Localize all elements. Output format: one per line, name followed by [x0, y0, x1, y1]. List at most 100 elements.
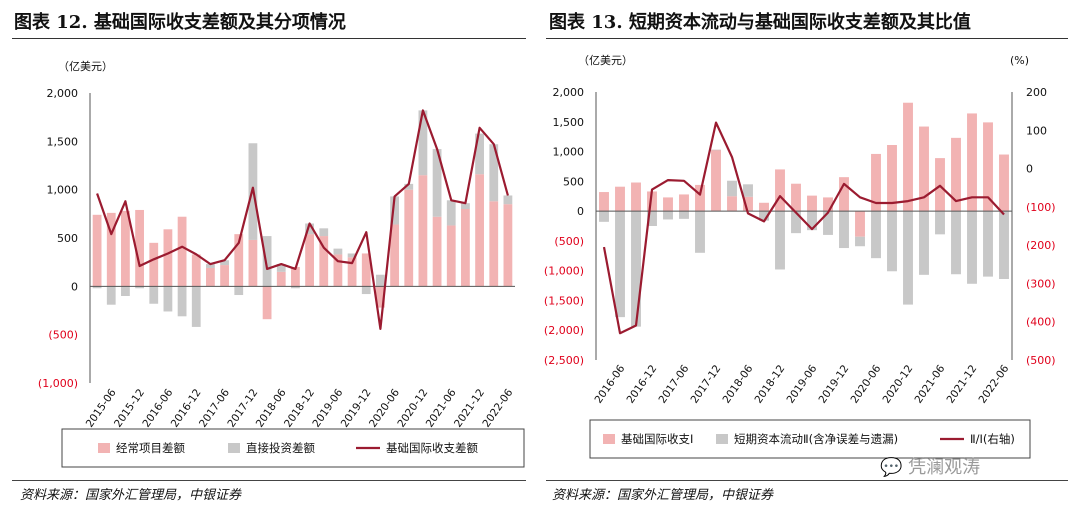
series-line [602, 121, 1005, 335]
bar [347, 257, 357, 287]
bar [446, 225, 456, 287]
bar [191, 286, 201, 327]
bar [871, 153, 881, 212]
x-tick-label: 2020-12 [880, 363, 915, 406]
bar [305, 223, 314, 235]
right-title-rule [546, 38, 1068, 39]
bar [376, 286, 385, 308]
y-axis-unit: （亿美元） [58, 60, 113, 73]
legend-swatch [98, 443, 110, 453]
bar [361, 253, 371, 287]
bar [951, 137, 961, 212]
bar [106, 286, 116, 305]
legend-label: 经常项目差额 [116, 441, 185, 455]
bar [759, 202, 769, 212]
bar [647, 211, 657, 226]
bar [759, 211, 769, 221]
bar [887, 145, 897, 212]
bar [234, 286, 244, 296]
bar [418, 110, 428, 176]
bar [615, 211, 625, 318]
bar [807, 211, 817, 231]
bar [333, 254, 343, 287]
bar [999, 154, 1009, 212]
bar [390, 196, 399, 225]
bar [347, 253, 357, 258]
right-chart: 2,000 1,500 1,000 500 0 (500) (1,000) (1,500) (2… [544, 54, 1056, 459]
bar [727, 180, 737, 197]
bar [711, 149, 721, 212]
bar [404, 189, 414, 287]
right-chart-title: 图表 13. 短期资本流动与基础国际收支差额及其比值 [549, 12, 971, 33]
legend-label: 基础国际收支差额 [386, 441, 478, 455]
legend-box [61, 428, 525, 468]
bar [679, 194, 689, 212]
bar [361, 286, 371, 295]
bar [807, 195, 817, 212]
y-tick-label: 500 [57, 232, 78, 245]
x-tick-label: 2019-12 [816, 363, 851, 406]
bar [695, 184, 705, 212]
bar [262, 286, 272, 320]
bar [489, 201, 499, 287]
bar [149, 286, 159, 304]
y-tick-label: (500) [48, 329, 78, 342]
watermark: 💬 凭澜观涛 [880, 453, 980, 479]
y2-tick-label: (500) [1026, 354, 1056, 367]
bar [903, 102, 913, 212]
bar [220, 265, 229, 287]
bar [404, 183, 414, 190]
bar [262, 236, 272, 287]
x-tick-label: 2017-12 [688, 363, 723, 406]
bar [775, 169, 785, 212]
bar [220, 260, 229, 266]
bar [376, 274, 385, 287]
bar [839, 211, 849, 249]
bar [743, 196, 753, 212]
x-tick-label: 2020-06 [848, 363, 883, 406]
bar [887, 211, 897, 272]
series-line [96, 109, 509, 330]
watermark-text: 凭澜观涛 [908, 457, 981, 478]
bar [475, 133, 484, 175]
left-title-rule [12, 38, 526, 39]
bar [191, 254, 201, 287]
y-tick-label: 500 [563, 175, 584, 188]
bar [999, 211, 1009, 280]
y-tick-label: 1,500 [47, 135, 79, 148]
bar [163, 229, 173, 287]
bar [823, 211, 833, 235]
legend-label: 短期资本流动Ⅱ(含净误差与遗漏) [734, 432, 898, 446]
bar [615, 186, 625, 212]
x-tick-label: 2016-06 [592, 363, 627, 406]
bar [983, 122, 993, 212]
x-tick-label: 2021-12 [944, 363, 979, 406]
y-tick-label: (1,500) [544, 294, 584, 307]
y-tick-label: (1,000) [544, 265, 584, 278]
bar [951, 211, 961, 275]
y2-tick-label: (100) [1026, 201, 1056, 214]
bar [871, 211, 881, 259]
bar [291, 267, 300, 287]
left-chart: 2,0001,5001,0005000(500)(1,000)（亿美元）2015… [38, 60, 525, 468]
x-tick-label: 2018-06 [720, 363, 755, 406]
bar [967, 211, 977, 284]
bar [461, 209, 470, 287]
bar [967, 113, 977, 212]
bar [631, 182, 641, 212]
bar [919, 126, 929, 212]
bar [305, 234, 314, 287]
bar [475, 174, 484, 287]
bar [791, 211, 801, 234]
y2-tick-label: (300) [1026, 277, 1056, 290]
bar [135, 286, 144, 289]
bar [291, 286, 300, 289]
y-tick-label: 2,000 [47, 87, 79, 100]
bar [695, 211, 705, 253]
y-tick-label: 1,500 [553, 116, 585, 129]
bar [727, 196, 737, 212]
bar [177, 216, 187, 287]
bar [319, 236, 329, 287]
bar [663, 197, 673, 212]
bar [855, 211, 865, 237]
